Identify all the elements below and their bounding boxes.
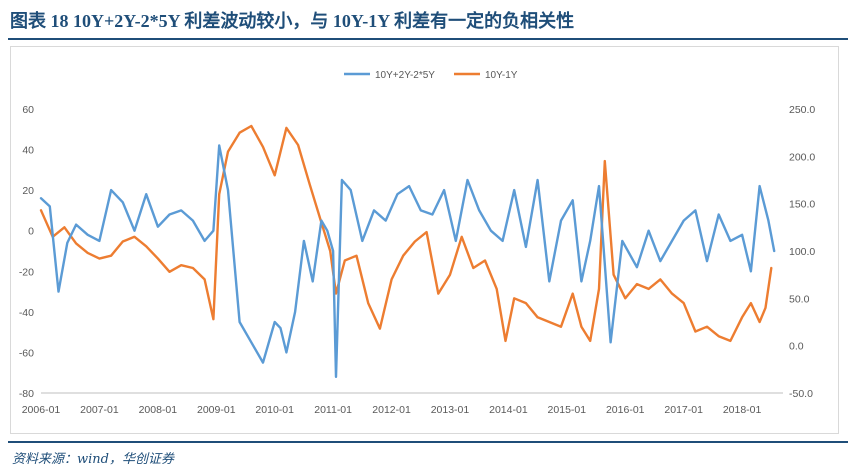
- y-right-tick-label: -50.0: [789, 388, 813, 400]
- x-tick-label: 2015-01: [548, 404, 587, 416]
- y-right-tick-label: 100.0: [789, 246, 815, 258]
- x-tick-label: 2006-01: [22, 404, 61, 416]
- y-left-tick-label: -80: [19, 388, 34, 400]
- x-tick-label: 2014-01: [489, 404, 528, 416]
- y-right-tick-label: 0.0: [789, 341, 804, 353]
- x-tick-label: 2016-01: [606, 404, 645, 416]
- y-right-tick-label: 200.0: [789, 151, 815, 163]
- legend: 10Y+2Y-2*5Y 10Y-1Y: [344, 70, 518, 81]
- x-tick-label: 2017-01: [664, 404, 703, 416]
- y-left-tick-label: 20: [22, 185, 34, 197]
- y-left-axis: 60 40 20 0 -20 -40 -60 -80: [19, 104, 34, 400]
- y-left-tick-label: -60: [19, 347, 34, 359]
- y-left-tick-label: -20: [19, 266, 34, 278]
- x-tick-label: 2010-01: [255, 404, 294, 416]
- y-right-axis: 250.0 200.0 150.0 100.0 50.0 0.0 -50.0: [789, 104, 815, 400]
- y-left-tick-label: -40: [19, 307, 34, 319]
- x-tick-label: 2011-01: [314, 404, 352, 416]
- series-line-orange: [39, 124, 773, 343]
- source-note: 资料来源：wind，华创证券: [12, 452, 174, 467]
- source-rule: [8, 441, 848, 443]
- x-tick-label: 2012-01: [372, 404, 411, 416]
- series-layer: [39, 124, 776, 378]
- series-line-blue: [39, 144, 776, 378]
- x-tick-label: 2007-01: [80, 404, 119, 416]
- legend-label: 10Y+2Y-2*5Y: [375, 70, 435, 81]
- title-rule: [8, 38, 848, 40]
- figure-title: 图表 18 10Y+2Y-2*5Y 利差波动较小，与 10Y-1Y 利差有一定的…: [10, 11, 575, 31]
- line-chart: 10Y+2Y-2*5Y 10Y-1Y 60 40 20 0 -20 -40 -60 -80 25…: [19, 70, 816, 416]
- x-tick-label: 2013-01: [431, 404, 470, 416]
- x-tick-label: 2008-01: [139, 404, 178, 416]
- legend-label: 10Y-1Y: [485, 70, 518, 81]
- chart-frame: 10Y+2Y-2*5Y 10Y-1Y 60 40 20 0 -20 -40 -60 -80 25…: [10, 46, 839, 434]
- y-left-tick-label: 0: [28, 226, 34, 238]
- y-left-tick-label: 60: [22, 104, 34, 116]
- y-right-tick-label: 150.0: [789, 199, 815, 211]
- figure-title-row: 图表 18 10Y+2Y-2*5Y 利差波动较小，与 10Y-1Y 利差有一定的…: [10, 4, 847, 34]
- x-tick-label: 2018-01: [723, 404, 762, 416]
- x-tick-label: 2009-01: [197, 404, 236, 416]
- y-left-tick-label: 40: [22, 145, 34, 157]
- y-right-tick-label: 50.0: [789, 293, 810, 305]
- y-right-tick-label: 250.0: [789, 104, 815, 116]
- x-axis: 2006-01 2007-01 2008-01 2009-01 2010-01 2011-…: [22, 392, 783, 416]
